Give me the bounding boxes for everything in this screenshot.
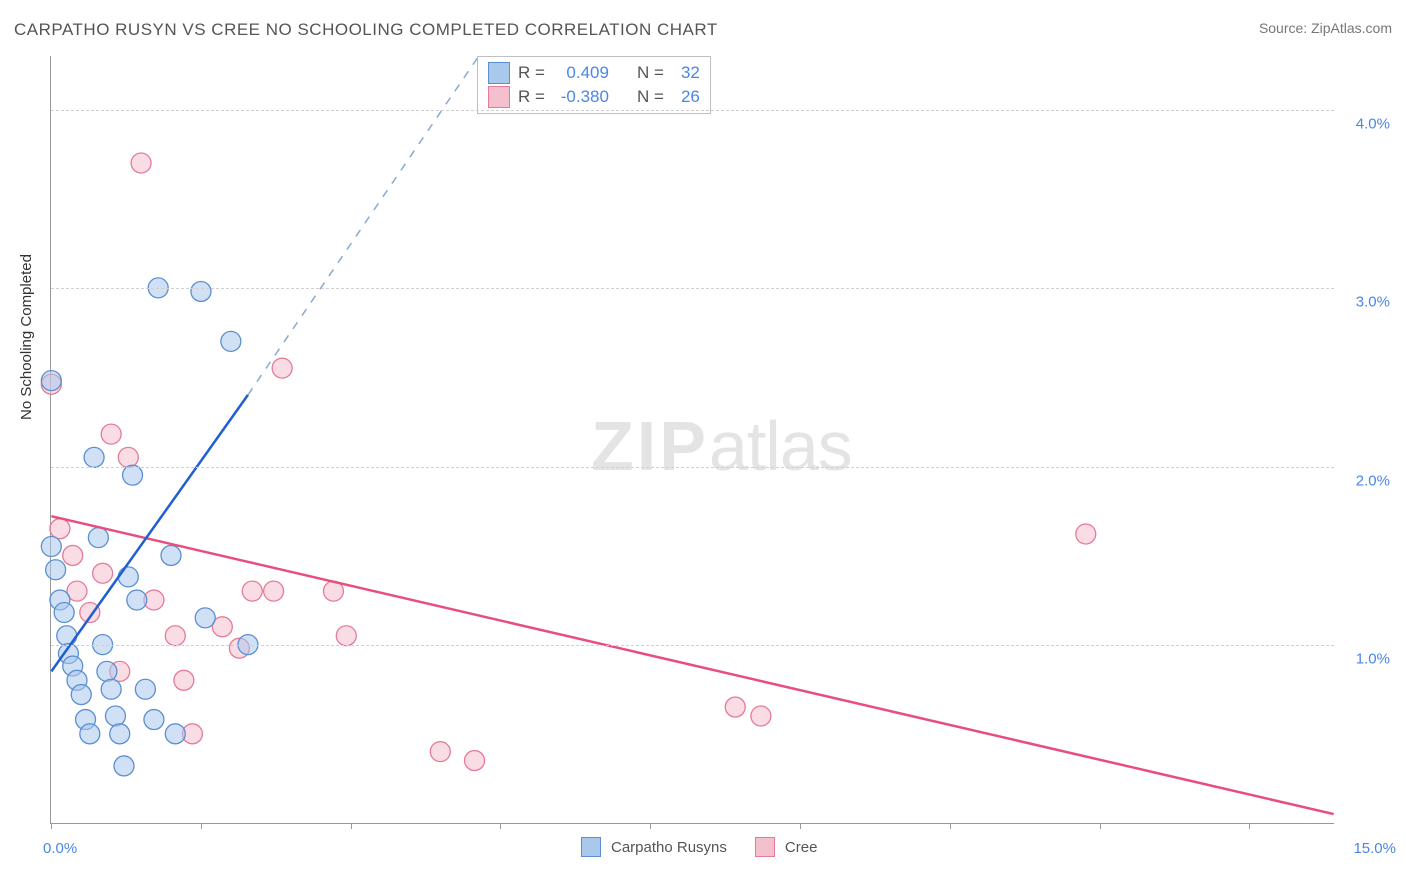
legend-swatch (488, 62, 510, 84)
data-point (161, 545, 181, 565)
data-point (80, 724, 100, 744)
gridline (51, 645, 1334, 646)
y-tick-label: 3.0% (1340, 294, 1390, 311)
legend-swatch (755, 837, 775, 857)
stat-r-value: -0.380 (553, 85, 609, 109)
data-point (242, 581, 262, 601)
gridline (51, 288, 1334, 289)
y-tick-label: 2.0% (1340, 472, 1390, 489)
trend-line (51, 516, 1333, 814)
stat-n-value: 26 (672, 85, 700, 109)
data-point (191, 281, 211, 301)
data-point (118, 567, 138, 587)
legend-swatch (488, 86, 510, 108)
data-point (84, 447, 104, 467)
data-point (41, 537, 61, 557)
data-point (144, 710, 164, 730)
data-point (1076, 524, 1096, 544)
data-point (264, 581, 284, 601)
x-tick (351, 823, 352, 829)
data-point (101, 424, 121, 444)
data-point (195, 608, 215, 628)
x-axis-end-label: 15.0% (1353, 840, 1396, 857)
data-point (465, 751, 485, 771)
data-point (165, 626, 185, 646)
data-point (751, 706, 771, 726)
data-point (127, 590, 147, 610)
data-point (336, 626, 356, 646)
data-point (272, 358, 292, 378)
y-tick-label: 4.0% (1340, 115, 1390, 132)
x-tick (950, 823, 951, 829)
y-axis-label: No Schooling Completed (18, 254, 35, 420)
data-point (135, 679, 155, 699)
data-point (165, 724, 185, 744)
data-point (88, 528, 108, 548)
stat-n-value: 32 (672, 61, 700, 85)
source-prefix: Source: (1259, 20, 1311, 36)
x-tick (51, 823, 52, 829)
series-legend: Carpatho Rusyns Cree (581, 837, 835, 857)
stats-row: R = 0.409 N = 32 (488, 61, 700, 85)
data-point (46, 560, 66, 580)
data-point (54, 603, 74, 623)
chart-title: CARPATHO RUSYN VS CREE NO SCHOOLING COMP… (14, 20, 718, 40)
data-point (221, 331, 241, 351)
trend-line (248, 56, 479, 395)
data-point (430, 742, 450, 762)
stat-r-label: R = (518, 61, 545, 85)
data-point (97, 661, 117, 681)
x-tick (500, 823, 501, 829)
data-point (63, 545, 83, 565)
data-point (105, 706, 125, 726)
source-name: ZipAtlas.com (1311, 20, 1392, 36)
stat-n-label: N = (637, 85, 664, 109)
stat-n-label: N = (637, 61, 664, 85)
x-tick (201, 823, 202, 829)
x-tick (1100, 823, 1101, 829)
legend-swatch (581, 837, 601, 857)
data-point (93, 563, 113, 583)
data-point (114, 756, 134, 776)
data-point (118, 447, 138, 467)
x-tick (800, 823, 801, 829)
data-point (71, 685, 91, 705)
plot-area: ZIPatlas R = 0.409N =32R = -0.380N =26 C… (50, 56, 1334, 824)
x-tick (1249, 823, 1250, 829)
data-point (41, 371, 61, 391)
data-point (123, 465, 143, 485)
chart-svg (51, 56, 1334, 823)
data-point (725, 697, 745, 717)
data-point (101, 679, 121, 699)
legend-label: Cree (785, 839, 818, 856)
x-tick (650, 823, 651, 829)
data-point (110, 724, 130, 744)
stats-legend-box: R = 0.409 N = 32 R = -0.380 N = 26 (477, 56, 711, 114)
source-attribution: Source: ZipAtlas.com (1259, 20, 1392, 36)
stats-row: R = -0.380 N = 26 (488, 85, 700, 109)
data-point (131, 153, 151, 173)
stat-r-label: R = (518, 85, 545, 109)
gridline (51, 110, 1334, 111)
data-point (57, 626, 77, 646)
legend-label: Carpatho Rusyns (611, 839, 727, 856)
data-point (50, 519, 70, 539)
gridline (51, 467, 1334, 468)
stat-r-value: 0.409 (553, 61, 609, 85)
data-point (174, 670, 194, 690)
y-tick-label: 1.0% (1340, 651, 1390, 668)
x-axis-start-label: 0.0% (43, 840, 77, 857)
